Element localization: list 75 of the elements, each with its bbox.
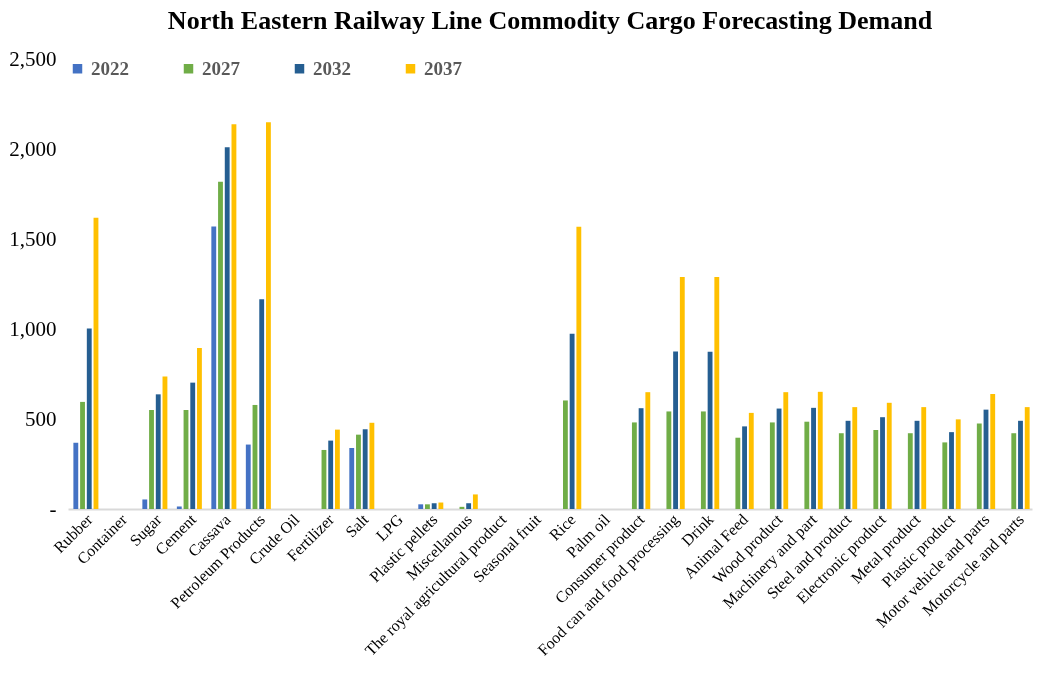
bar — [1011, 433, 1017, 509]
bar — [714, 276, 720, 509]
bar — [700, 411, 706, 509]
bar — [431, 503, 437, 509]
bar — [190, 382, 196, 509]
bar — [735, 437, 741, 509]
bar — [817, 391, 823, 509]
bar — [852, 407, 858, 509]
bar — [1018, 420, 1023, 509]
legend-label: 2027 — [202, 57, 241, 79]
y-tick-label: 2,000 — [9, 136, 57, 161]
bar — [645, 392, 651, 509]
bar — [211, 226, 217, 509]
y-tick-label: - — [49, 496, 57, 521]
bar — [949, 432, 954, 509]
bar — [838, 433, 844, 509]
bar — [569, 333, 575, 509]
legend-label: 2037 — [424, 57, 463, 79]
bar — [149, 410, 154, 509]
bar — [438, 502, 444, 509]
bar — [886, 402, 892, 509]
bar — [472, 494, 478, 509]
bar — [259, 299, 265, 509]
bar — [783, 392, 789, 509]
bar — [362, 429, 368, 509]
bar — [631, 422, 637, 509]
y-tick-label: 1,000 — [9, 316, 57, 341]
bar — [942, 442, 948, 509]
bar — [748, 412, 754, 509]
y-tick-label: 2,500 — [9, 46, 57, 71]
bar — [73, 442, 79, 509]
bar — [466, 503, 472, 509]
bar — [418, 504, 424, 509]
bar — [224, 147, 230, 509]
bar — [328, 440, 334, 509]
legend-label: 2022 — [91, 57, 129, 79]
bar — [880, 417, 885, 509]
bar — [804, 421, 810, 509]
bar — [80, 401, 85, 509]
bar — [873, 429, 879, 509]
bar — [666, 411, 672, 509]
bar — [742, 426, 747, 509]
bar — [459, 506, 465, 509]
bar — [707, 351, 713, 509]
bar — [142, 499, 148, 509]
bar — [673, 351, 679, 509]
bar — [769, 422, 775, 509]
bar — [990, 393, 996, 509]
legend-label: 2032 — [313, 57, 351, 79]
bar — [921, 407, 927, 509]
bar — [576, 226, 582, 509]
y-tick-label: 1,500 — [9, 226, 57, 251]
bar — [155, 394, 161, 509]
bar — [369, 422, 375, 509]
bar — [1024, 407, 1030, 509]
bar — [218, 181, 223, 509]
y-tick-label: 500 — [25, 406, 57, 431]
x-tick-label: Salt — [342, 510, 373, 541]
bar — [811, 407, 816, 509]
bar — [245, 444, 251, 509]
bar — [197, 348, 202, 509]
bar — [334, 429, 340, 509]
bar — [425, 504, 430, 509]
bar — [562, 400, 568, 509]
bar — [356, 434, 361, 509]
bar — [86, 328, 92, 509]
bar — [679, 276, 685, 509]
bar — [349, 447, 355, 509]
chart-title: North Eastern Railway Line Commodity Cargo Forecasting Demand — [167, 6, 933, 35]
bar — [638, 408, 644, 509]
bar — [955, 419, 961, 509]
bar — [976, 423, 982, 509]
bar — [266, 122, 271, 509]
bar — [907, 433, 913, 509]
bar — [176, 506, 182, 509]
